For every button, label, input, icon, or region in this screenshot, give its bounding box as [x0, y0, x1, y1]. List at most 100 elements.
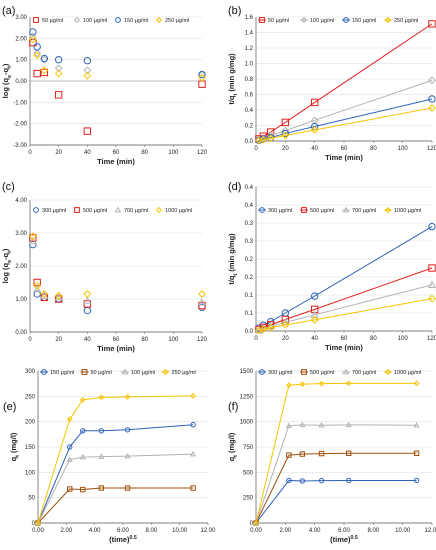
y-axis-label-c: log (qe-qt): [1, 248, 13, 283]
legend-label-f-0: 300 µg/ml: [268, 370, 292, 376]
y-tick-label-b-8: 1.6: [245, 15, 254, 21]
y-tick-label-e-2: 100: [25, 470, 36, 476]
x-tick-label-c-5: 100: [168, 337, 179, 343]
legend-label-b-3: 250 µg/ml: [394, 18, 418, 24]
chart-d: (d) 0.0 0.1 0.1 0.2 0.2 0.3 0.3 0.4 0.4 0 20 40 60 80 1…: [227, 181, 436, 352]
x-tick-label-b-5: 100: [398, 146, 409, 152]
data-point-c-3-2: [40, 290, 49, 298]
data-point-a-3-4: [83, 71, 92, 80]
data-point-a-2-3: [54, 55, 63, 64]
chart-f: (f) 0 250 500 750 1000 1250 1500 0.00 2.00 4.00 6.0…: [227, 368, 436, 544]
x-tick-label-d-0: 0: [254, 336, 258, 342]
data-point-b-0-5: [428, 20, 436, 28]
legend-marker-e-0: [41, 369, 47, 375]
data-point-f-0-4: [345, 477, 352, 484]
data-point-e-0-1: [67, 444, 73, 450]
x-tick-label-e-0: 0.00: [32, 528, 44, 534]
data-point-b-0-4: [310, 98, 319, 107]
x-tick-label-c-6: 120: [197, 337, 208, 343]
x-tick-label-e-1: 2.00: [60, 528, 72, 534]
data-point-e-3-2: [79, 396, 86, 403]
data-point-a-0-4: [83, 127, 92, 135]
chart-e: (e) 0 50 100 150 200 250 300 0.00 2.00 4.00 6.00 8.0…: [3, 368, 216, 544]
y-tick-label-a-2: -1.00: [13, 100, 27, 106]
legend-label-d-1: 500 µg/ml: [310, 208, 334, 214]
y-tick-label-f-1: 250: [243, 496, 254, 502]
series-line-f-0: [255, 479, 417, 524]
legend-label-d-0: 300 µg/ml: [268, 208, 292, 214]
data-point-e-3-5: [190, 392, 197, 399]
data-point-b-3-1: [259, 135, 268, 144]
data-point-f-3-3: [318, 380, 325, 387]
y-tick-label-d-8: 0.4: [245, 185, 254, 191]
y-tick-label-a-5: 2.00: [15, 36, 27, 42]
y-axis-label-d: t/qt (min g/mg): [227, 233, 239, 285]
y-tick-label-f-4: 1000: [240, 420, 254, 426]
y-tick-label-a-1: -2.00: [13, 122, 27, 128]
y-tick-label-a-3: 0.00: [15, 79, 27, 85]
data-point-e-0-2: [80, 428, 86, 434]
data-point-a-3-1: [33, 51, 42, 60]
data-point-a-2-0: [29, 28, 37, 36]
x-axis-label-e: (time)0.5: [109, 535, 137, 544]
y-tick-label-a-0: -3.00: [13, 143, 27, 149]
x-tick-label-a-3: 60: [113, 150, 120, 156]
series-line-f-1: [255, 452, 417, 524]
x-tick-label-b-4: 80: [370, 146, 377, 152]
y-tick-label-c-0: 0.00: [15, 330, 27, 336]
legend-marker-b-3: [384, 16, 392, 24]
x-tick-label-f-2: 4.00: [309, 528, 321, 534]
data-point-f-2-2: [299, 421, 306, 428]
data-point-f-2-1: [285, 422, 292, 428]
legend-marker-f-1: [301, 369, 307, 375]
data-point-e-3-3: [98, 394, 105, 401]
data-point-e-2-2: [79, 453, 86, 460]
data-point-c-2-0: [28, 237, 37, 245]
series-line-e-0: [37, 424, 194, 524]
data-point-b-2-5: [428, 95, 436, 103]
data-point-a-1-3: [54, 64, 63, 73]
data-point-e-2-1: [66, 456, 73, 462]
legend-marker-f-3: [384, 368, 392, 376]
series-line-b-1: [258, 79, 433, 141]
x-tick-label-f-0: 0.00: [250, 528, 262, 534]
x-axis-label-a: Time (min): [97, 157, 135, 166]
data-point-c-2-4: [83, 296, 92, 304]
x-tick-label-c-4: 80: [141, 337, 148, 343]
data-point-a-0-5: [198, 80, 206, 88]
data-point-a-3-3: [54, 69, 63, 78]
y-tick-label-c-4: 4.00: [15, 198, 27, 204]
y-tick-label-b-3: 0.6: [245, 93, 254, 99]
data-point-a-2-1: [33, 43, 41, 51]
legend-marker-a-3: [155, 16, 163, 24]
data-point-b-3-2: [266, 134, 275, 143]
y-axis-label-e: qt (mg/l): [9, 432, 21, 461]
data-point-c-1-0: [29, 234, 37, 242]
series-line-b-2: [258, 98, 433, 141]
data-point-d-3-4: [310, 315, 319, 324]
legend-marker-d-1: [301, 207, 307, 213]
legend-marker-a-0: [33, 17, 39, 23]
x-tick-label-a-6: 120: [197, 150, 208, 156]
x-tick-label-e-5: 10.00: [172, 528, 188, 534]
y-tick-label-c-3: 3.00: [15, 231, 27, 237]
data-point-e-3-0: [35, 520, 41, 526]
x-tick-label-a-0: 0: [28, 150, 32, 156]
data-point-f-0-2: [299, 478, 306, 484]
x-tick-label-f-6: 12.00: [424, 528, 436, 534]
data-point-c-0-4: [83, 306, 92, 315]
data-point-f-2-4: [345, 421, 352, 428]
legend-label-e-1: 50 µg/ml: [91, 370, 112, 376]
y-tick-label-b-1: 0.2: [245, 124, 254, 130]
y-axis-label-a: log (qe-qt): [1, 63, 13, 98]
series-line-d-2: [258, 284, 433, 331]
y-tick-label-d-5: 0.3: [245, 239, 254, 245]
data-point-a-1-2: [40, 55, 49, 64]
y-tick-label-b-0: 0.0: [245, 139, 254, 145]
x-tick-label-e-2: 4.00: [89, 528, 101, 534]
data-point-c-1-5: [198, 301, 206, 310]
data-point-b-3-5: [428, 104, 436, 112]
legend-marker-f-2: [342, 368, 350, 375]
y-tick-label-d-0: 0.0: [245, 329, 254, 335]
legend-marker-c-2: [114, 206, 122, 213]
